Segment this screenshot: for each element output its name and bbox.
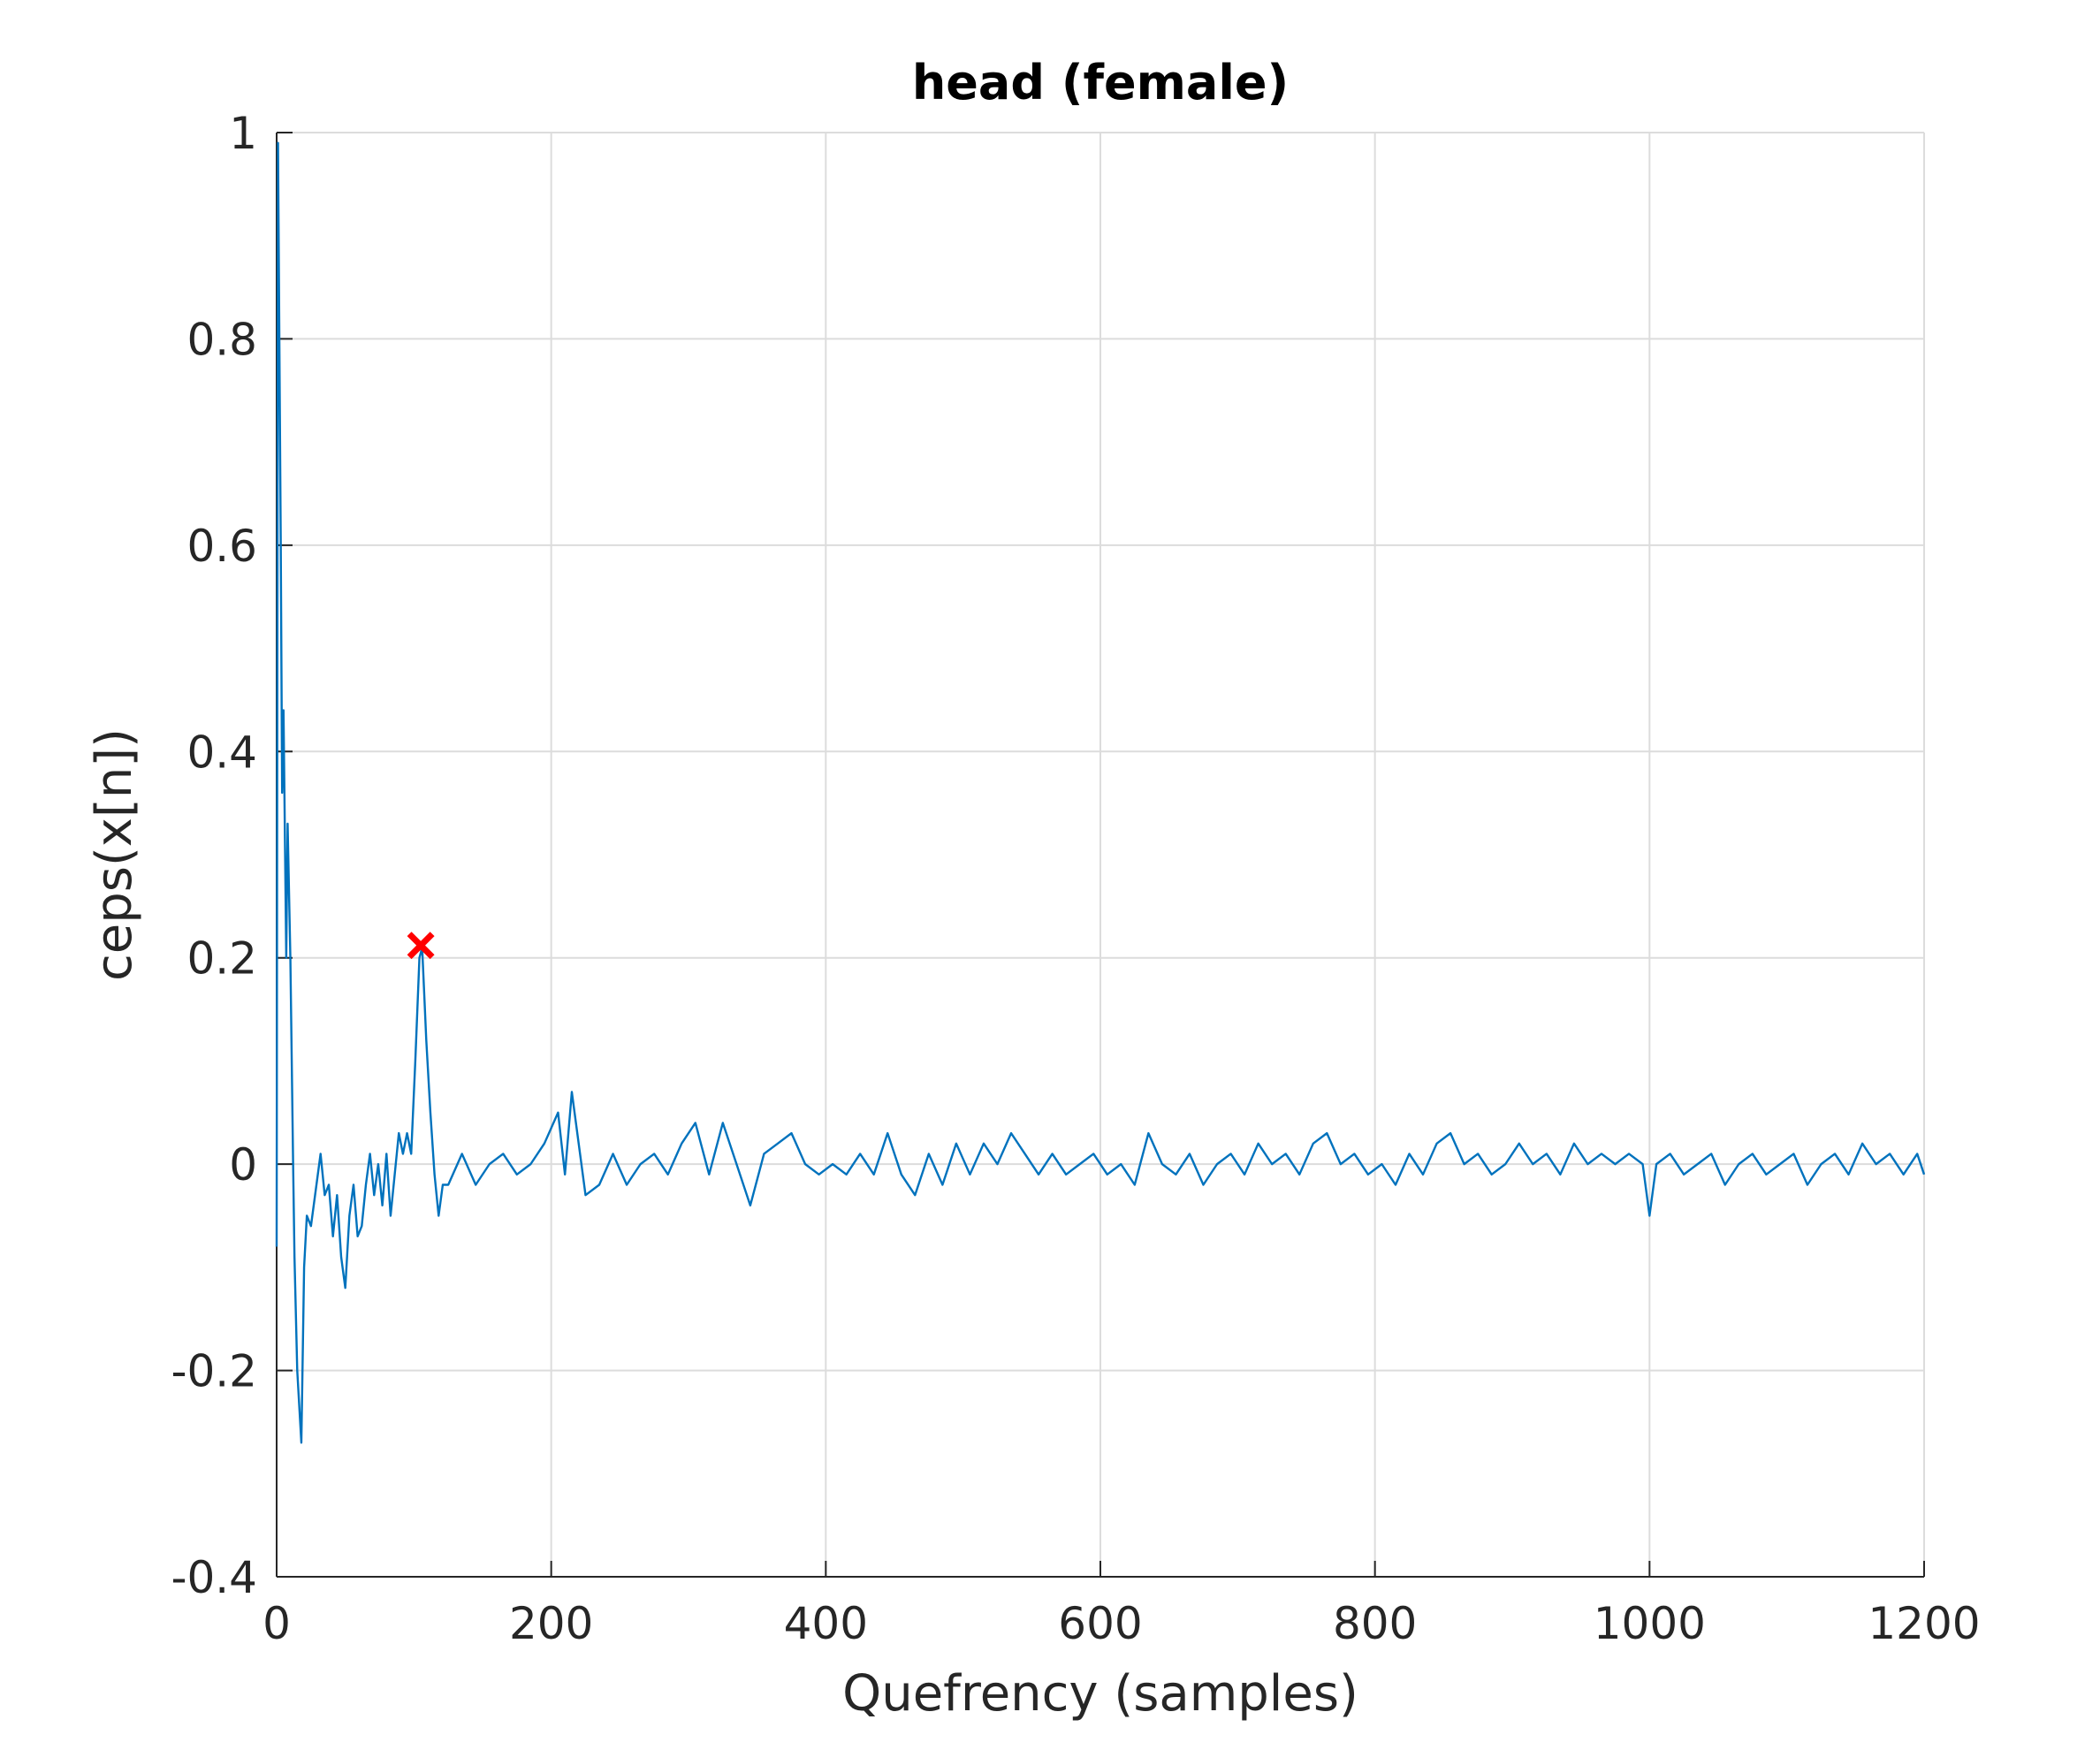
x-tick-label: 400 (784, 1598, 868, 1649)
x-tick-label: 800 (1333, 1598, 1417, 1649)
y-tick-label: 0.8 (186, 314, 257, 365)
x-tick-label: 600 (1058, 1598, 1142, 1649)
x-tick-label: 1200 (1868, 1598, 1980, 1649)
peak-marker (407, 932, 435, 960)
y-tick-label: 0.4 (186, 727, 257, 778)
x-axis-label: Quefrency (samples) (842, 1665, 1358, 1723)
x-tick-label: 1000 (1594, 1598, 1706, 1649)
y-tick-label: 0.2 (186, 933, 257, 985)
y-tick-label: 0 (229, 1139, 257, 1191)
y-tick-label: -0.4 (171, 1552, 257, 1603)
x-tick-label: 200 (509, 1598, 593, 1649)
y-tick-label: 1 (229, 108, 257, 159)
y-tick-label: 0.6 (186, 521, 257, 572)
y-tick-label: -0.2 (171, 1346, 257, 1397)
x-tick-label: 0 (262, 1598, 291, 1649)
y-axis-label: ceps(x[n]) (86, 728, 143, 981)
chart-title: head (female) (912, 55, 1289, 110)
data-line (275, 141, 1926, 1444)
